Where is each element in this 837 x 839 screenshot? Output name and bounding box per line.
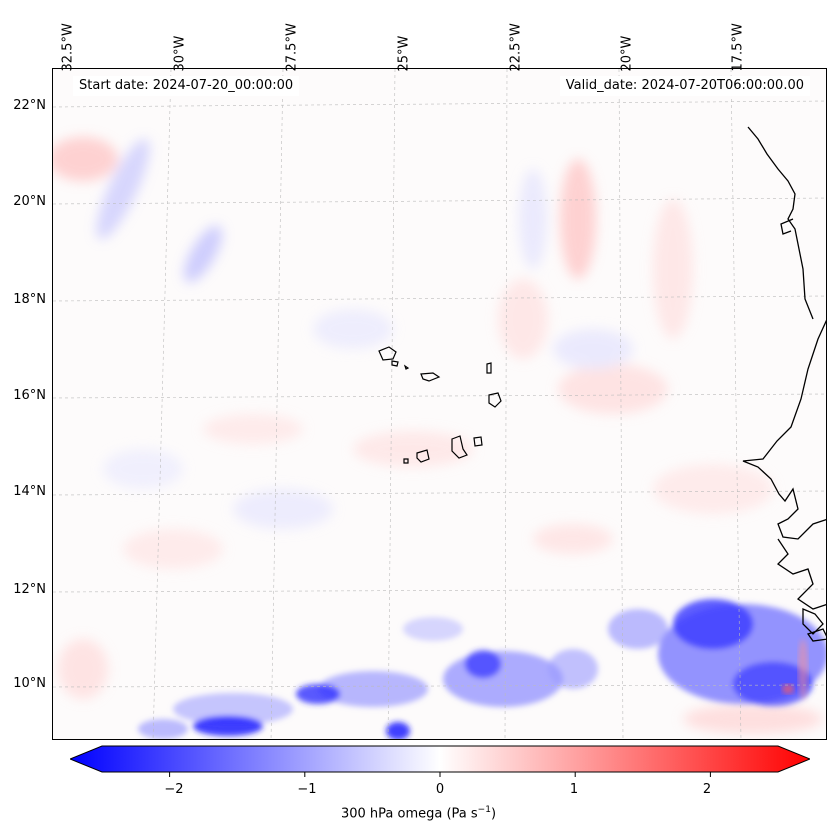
colorbar-tick-1: 1	[569, 782, 579, 797]
lon-label-17-5w: 17.5°W	[730, 23, 746, 72]
lat-label-10n: 10°N	[13, 676, 46, 691]
colorbar-label-end: )	[490, 806, 497, 822]
lat-label-18n: 18°N	[13, 292, 46, 307]
cape-verde-islands	[378, 346, 502, 464]
omega-field	[53, 137, 826, 739]
colorbar-body	[70, 745, 810, 773]
colorbar-tick-neg1: −1	[297, 782, 317, 797]
lon-label-20w: 20°W	[619, 35, 635, 72]
lat-label-16n: 16°N	[13, 388, 46, 403]
colorbar-tick-neg2: −2	[164, 782, 184, 797]
colorbar-label-main: 300 hPa omega (Pa s	[340, 806, 478, 822]
lat-label-12n: 12°N	[13, 582, 46, 597]
gridlines	[53, 69, 826, 739]
map-panel[interactable]	[52, 68, 827, 740]
lat-label-22n: 22°N	[13, 98, 46, 113]
omega-field-map	[53, 69, 826, 739]
valid-date-label: Valid_date: 2024-07-20T06:00:00.00	[559, 76, 810, 96]
lon-label-27-5w: 27.5°W	[284, 23, 300, 72]
lon-label-30w: 30°W	[172, 35, 188, 72]
colorbar	[70, 745, 810, 777]
lat-label-14n: 14°N	[13, 484, 46, 499]
lon-label-25w: 25°W	[396, 35, 412, 72]
lon-label-22-5w: 22.5°W	[508, 23, 524, 72]
lon-label-32-5w: 32.5°W	[60, 23, 76, 72]
colorbar-tick-2: 2	[702, 782, 712, 797]
african-coastline	[742, 126, 826, 642]
lat-label-20n: 20°N	[13, 194, 46, 209]
colorbar-label-exponent: −1	[477, 805, 491, 815]
colorbar-tick-0: 0	[435, 782, 445, 797]
colorbar-label: 300 hPa omega (Pa s−1)	[0, 805, 837, 821]
start-date-label: Start date: 2024-07-20_00:00:00	[73, 76, 300, 96]
